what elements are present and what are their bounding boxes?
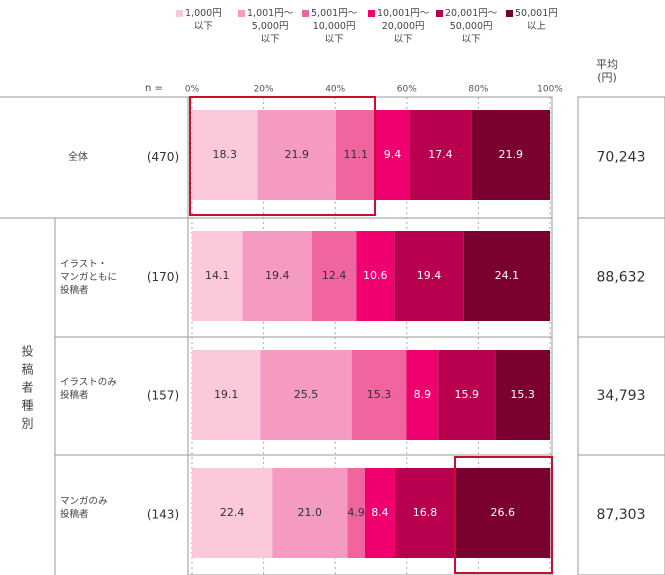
bar-segment (260, 350, 352, 440)
n-label: (170) (147, 270, 179, 284)
legend-swatch (368, 10, 375, 17)
data-label: 15.9 (455, 388, 480, 401)
data-label: 22.4 (220, 506, 245, 519)
average-value: 34,793 (597, 388, 646, 404)
data-label: 11.1 (344, 148, 369, 161)
row-label: 全体 (68, 151, 88, 163)
average-value: 70,243 (597, 150, 646, 166)
data-label: 18.3 (213, 148, 238, 161)
n-label: (143) (147, 508, 179, 522)
bar-segment (495, 350, 550, 440)
data-label: 15.3 (367, 388, 392, 401)
data-label: 14.1 (205, 269, 230, 282)
bar-segment (272, 468, 348, 558)
bar-segment (455, 468, 551, 558)
bar-segment (471, 110, 550, 200)
legend-swatch (436, 10, 443, 17)
row-label: イラスト・ マンガともに 投稿者 (60, 258, 118, 296)
legend-label: 20,001円～ 50,000円 以下 (445, 8, 498, 45)
bar-segment (394, 231, 464, 321)
data-label: 21.9 (284, 148, 309, 161)
highlight-box (454, 456, 553, 574)
legend-swatch (506, 10, 513, 17)
n-label: (470) (147, 150, 179, 164)
x-tick-label: 80% (468, 85, 488, 95)
data-label: 9.4 (384, 148, 402, 161)
x-tick-label: 40% (325, 85, 345, 95)
row-label: イラストのみ 投稿者 (60, 377, 117, 401)
data-label: 10.6 (363, 269, 388, 282)
x-tick-label: 60% (397, 85, 417, 95)
data-label: 24.1 (495, 269, 520, 282)
bar-segment (351, 350, 407, 440)
average-value: 88,632 (597, 270, 646, 286)
data-label: 19.1 (214, 388, 239, 401)
bar-segment (364, 468, 395, 558)
data-label: 21.0 (298, 506, 323, 519)
x-tick-label: 100% (537, 85, 563, 95)
average-header: 平均 (円) (596, 58, 618, 84)
data-label: 8.4 (371, 506, 389, 519)
bar-segment (335, 110, 376, 200)
data-label: 19.4 (265, 269, 290, 282)
bar-segment (347, 468, 365, 558)
data-label: 15.3 (510, 388, 535, 401)
data-label: 19.4 (417, 269, 442, 282)
bar-segment (192, 468, 273, 558)
x-tick-label: 20% (254, 85, 274, 95)
bar-segment (438, 350, 496, 440)
legend-label: 1,001円～ 5,000円 以下 (247, 8, 294, 45)
bar-segment (463, 231, 550, 321)
data-label: 21.9 (499, 148, 524, 161)
legend-swatch (302, 10, 309, 17)
bar-segment (257, 110, 336, 200)
legend-swatch (176, 10, 183, 17)
group-label: 投稿者種別 (20, 345, 34, 435)
data-label: 8.9 (414, 388, 432, 401)
bar-segment (375, 110, 410, 200)
data-label: 4.9 (347, 506, 365, 519)
bar-segment (356, 231, 395, 321)
legend-label: 5,001円～ 10,000円 以下 (311, 8, 358, 45)
data-label: 17.4 (428, 148, 453, 161)
legend-label: 50,001円 以上 (515, 8, 558, 32)
legend-label: 1,000円 以下 (185, 8, 222, 32)
legend-label: 10,001円～ 20,000円 以下 (377, 8, 430, 45)
data-label: 26.6 (490, 506, 515, 519)
highlight-box (189, 96, 376, 216)
bar-segment (409, 110, 472, 200)
data-label: 25.5 (294, 388, 319, 401)
average-column (577, 96, 665, 575)
average-value: 87,303 (597, 507, 646, 523)
legend-swatch (238, 10, 245, 17)
data-label: 16.8 (413, 506, 438, 519)
bar-segment (311, 231, 357, 321)
x-tick-label: 0% (185, 85, 200, 95)
data-label: 12.4 (322, 269, 347, 282)
bar-segment (192, 350, 261, 440)
bar-segment (192, 231, 243, 321)
bar-segment (192, 110, 258, 200)
bar-segment (242, 231, 312, 321)
row-label: マンガのみ 投稿者 (60, 496, 108, 520)
n-header: n = (145, 83, 163, 94)
bar-segment (406, 350, 439, 440)
bar-segment (394, 468, 456, 558)
n-label: (157) (147, 389, 179, 403)
